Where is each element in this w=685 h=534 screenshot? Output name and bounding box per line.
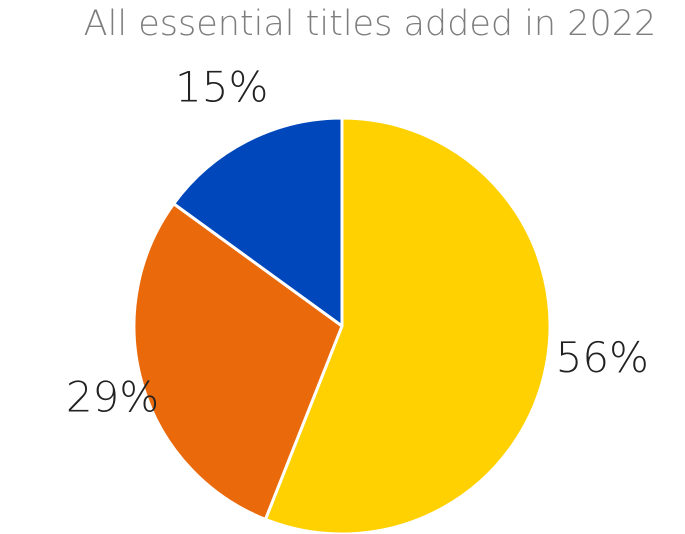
pie-slice-label-2: 15% [175, 62, 268, 111]
pie-slice-label-1: 29% [66, 372, 159, 421]
pie-slice-0 [263, 116, 552, 534]
chart-title: All essential titles added in 2022 [83, 4, 657, 44]
pie-slice-1 [132, 202, 344, 521]
pie-labels: 56% 29% 15% [66, 62, 649, 421]
pie-slice-2 [172, 116, 344, 328]
pie-slices [132, 116, 552, 534]
pie-slice-label-0: 56% [556, 333, 649, 382]
